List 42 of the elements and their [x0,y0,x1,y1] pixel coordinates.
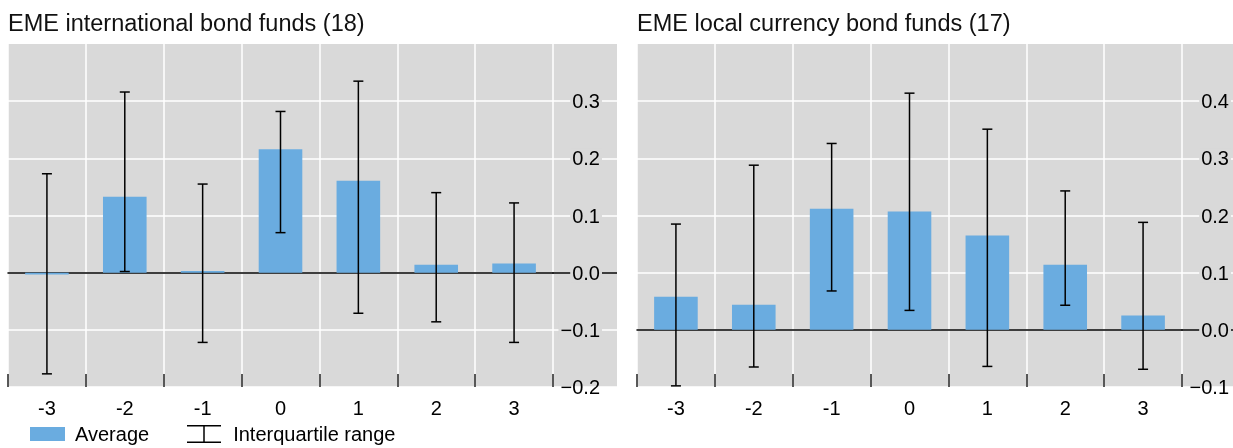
bar [887,211,932,330]
x-tick-label: -1 [822,397,841,419]
y-tick-label: 0.2 [1201,204,1229,227]
y-tick-label: 0.3 [1201,147,1229,170]
text: Interquartile range [233,423,396,445]
bar [492,263,536,273]
x-tick-label: 3 [1137,397,1149,419]
bar [654,296,698,330]
x-tick-label: -2 [744,397,763,419]
bar [414,264,459,273]
y-tick-label: 0.2 [572,147,600,170]
bar [102,196,147,273]
bar [965,235,1010,330]
bar [809,208,854,330]
y-tick-label: 0.3 [572,90,600,113]
x-tick-label: 1 [981,397,993,419]
y-tick-label: −0.2 [560,376,600,398]
x-tick-label: 3 [508,397,520,419]
x-tick-label: -3 [38,397,56,419]
y-tick-label: −0.1 [1189,376,1229,398]
x-tick-label: -3 [667,397,685,419]
x-tick-label: 2 [1059,397,1071,419]
bar [731,304,776,330]
bar [336,180,381,273]
y-tick-label: −0.1 [560,318,600,341]
y-tick-label: 0.0 [572,261,600,284]
y-tick-label: 0.1 [1201,261,1229,284]
bar [258,149,303,273]
y-tick-label: 0.1 [572,204,600,227]
bar [1043,264,1088,330]
x-tick-label: -1 [193,397,212,419]
x-tick-label: 0 [274,397,287,419]
x-tick-label: -2 [115,397,134,419]
chart-title: EME local currency bond funds (17) [637,10,1011,36]
legend-label: Average [75,423,150,445]
x-tick-label: 0 [903,397,916,419]
chart-title: EME international bond funds (18) [8,10,365,36]
x-tick-label: 2 [430,397,442,419]
y-tick-label: 0.4 [1201,90,1229,113]
bar [1121,315,1165,330]
y-tick-label: 0.0 [1201,318,1229,341]
x-tick-label: 1 [352,397,364,419]
